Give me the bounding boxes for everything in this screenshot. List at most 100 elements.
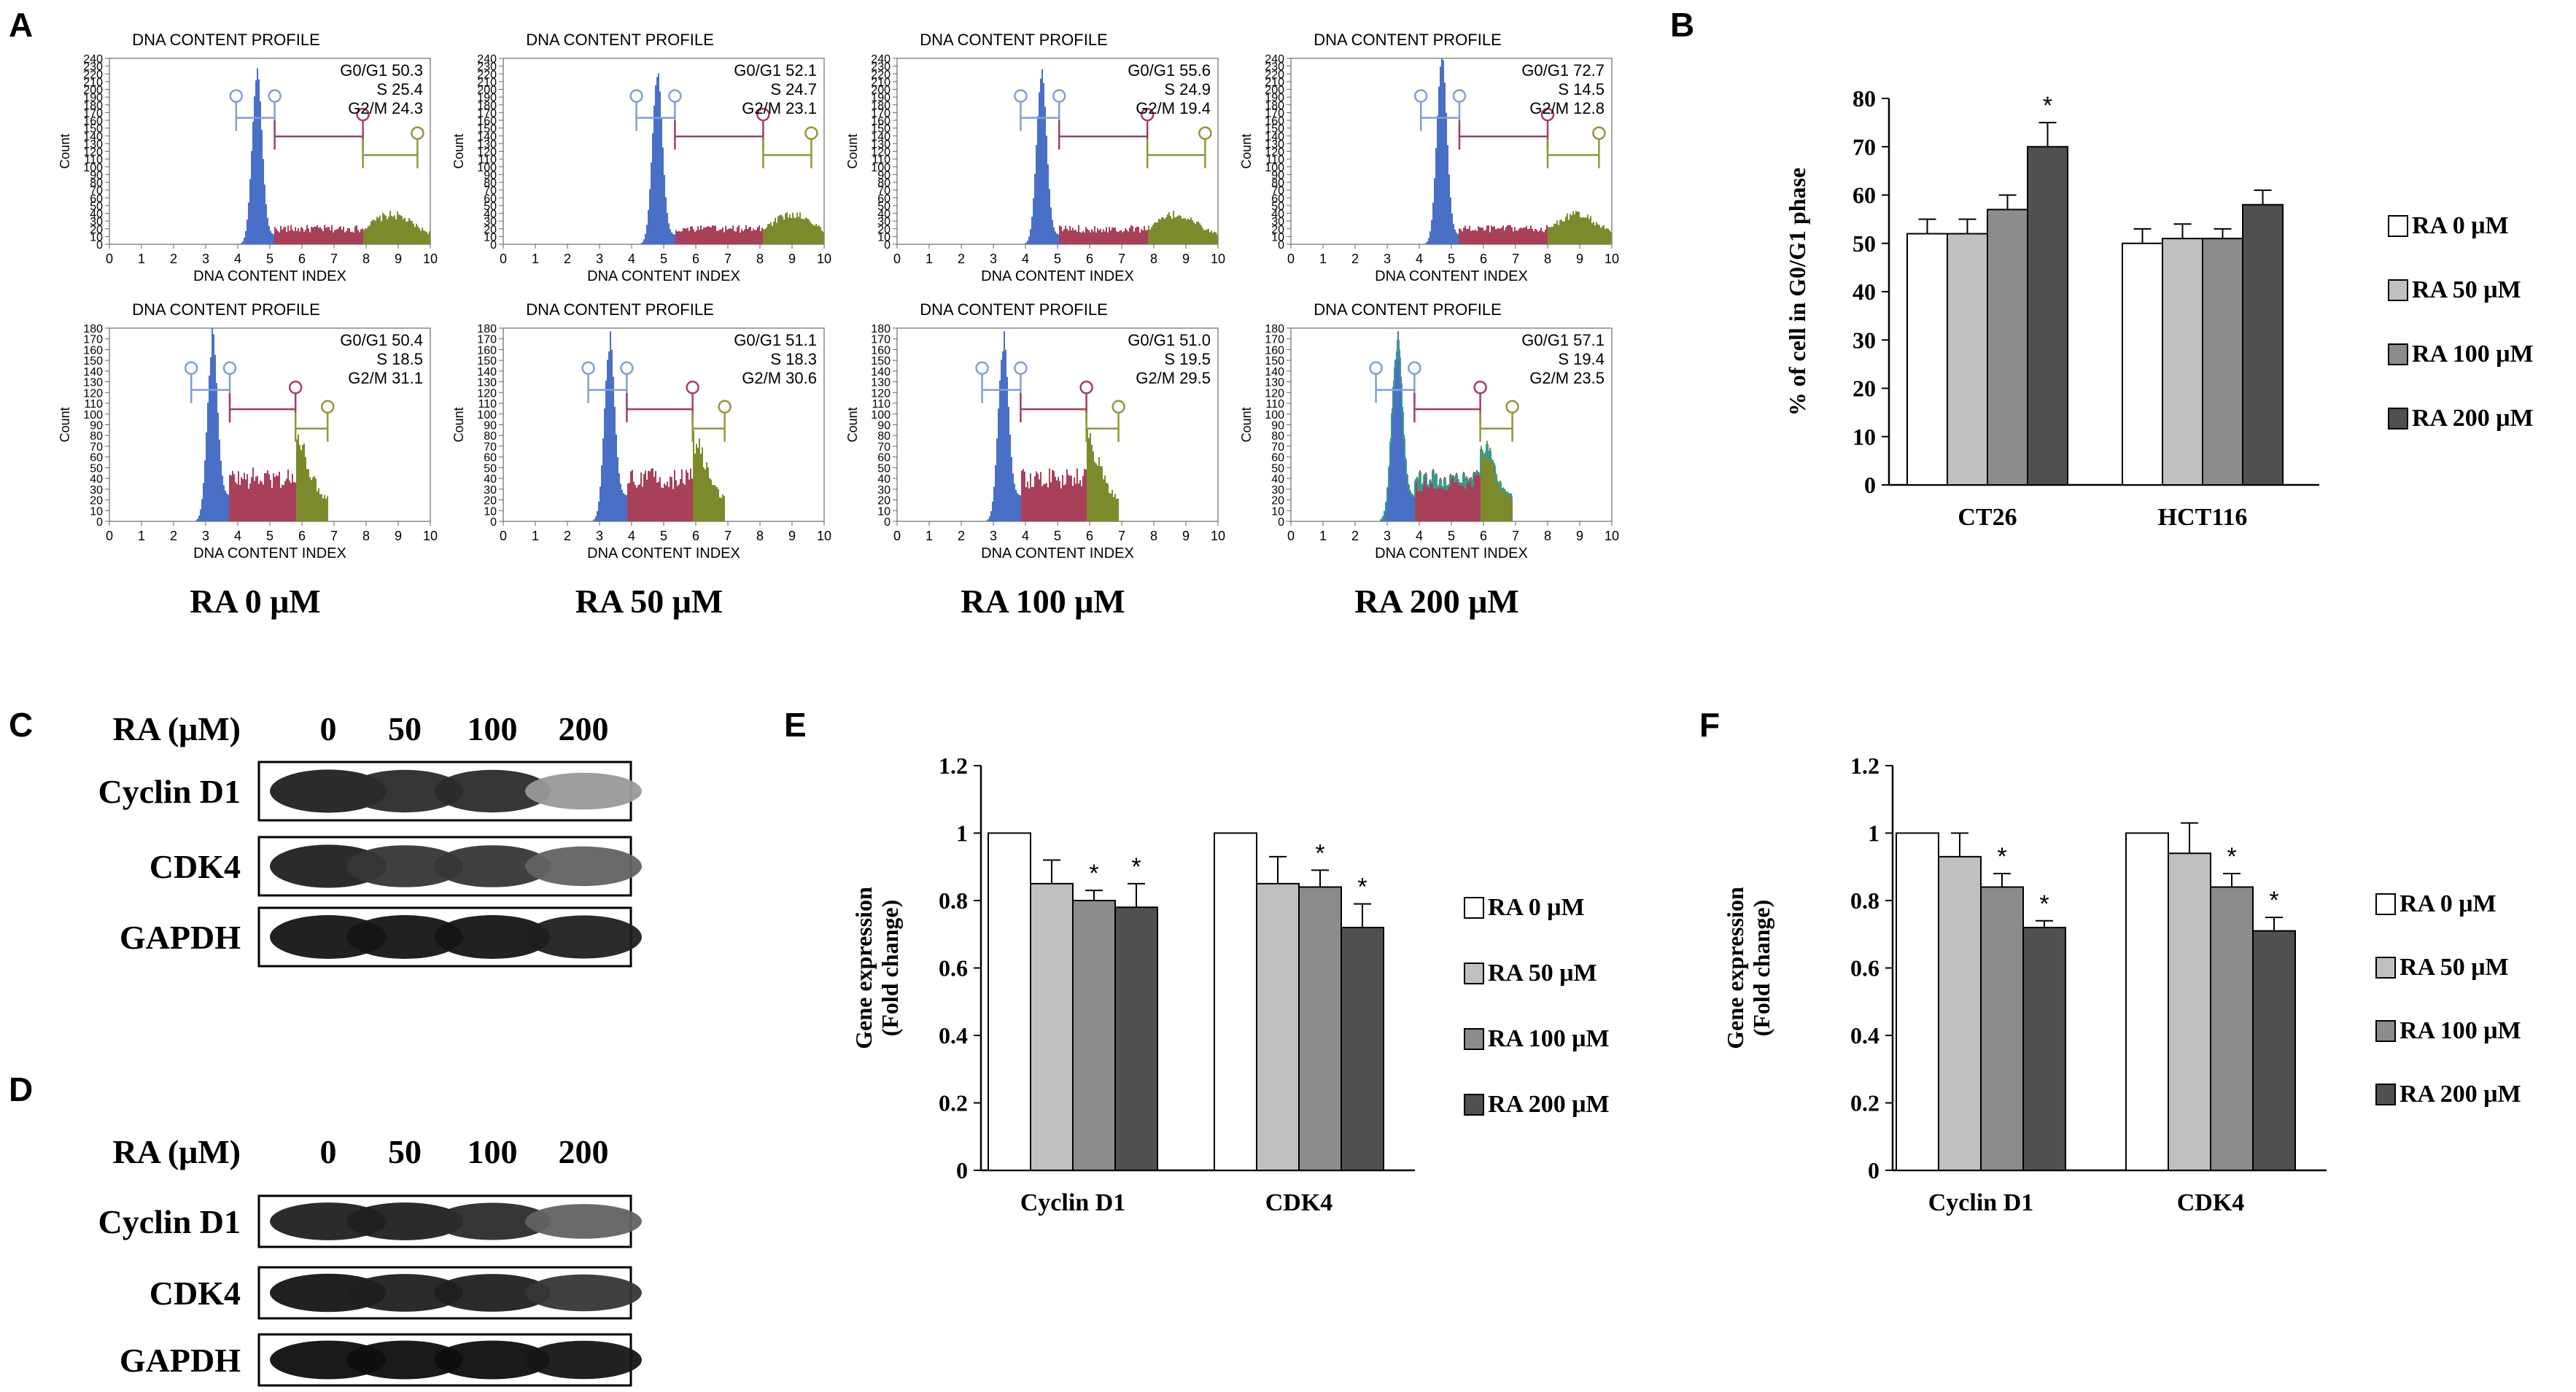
x-tick-label: 8 [1150,252,1157,266]
x-tick-label: 6 [298,252,306,266]
x-tick-label: 7 [1118,529,1125,543]
significance-star: * [1089,860,1098,887]
y-tick-label: 160 [83,115,103,128]
y-tick-label: 0 [956,1157,968,1183]
y-tick-label: 130 [1265,377,1284,389]
y-tick-label: 60 [1271,452,1284,464]
x-tick-label: 10 [1605,252,1619,266]
y-tick-label: 130 [871,139,891,151]
g2m-gate [762,126,818,168]
y-tick-label: 120 [477,147,497,159]
panel-letter-f: F [1699,706,1720,744]
y-tick-label: 40 [877,473,891,486]
y-tick-label: 230 [83,61,103,74]
y-tick-label: 140 [1265,366,1284,378]
protein-band [346,1340,463,1380]
bar [1030,882,1074,1171]
y-tick-label: 20 [484,224,497,236]
protein-band [525,846,642,887]
g2m-percent: G2/M 12.8 [1529,99,1605,117]
y-tick-label: 150 [477,355,497,368]
s-gate [1413,381,1487,423]
x-tick-label: 8 [362,529,370,543]
histogram-g1-region [592,331,627,521]
y-tick-label: 120 [477,387,497,400]
histogram-title: DNA CONTENT PROFILE [526,300,714,319]
y-tick-label: 60 [90,193,103,205]
legend-item: RA 200 μM [1464,1091,1610,1118]
protein-label: CDK4 [150,1275,241,1312]
g0g1-gate [1413,89,1467,131]
protein-band [434,915,551,959]
y-tick-label: 130 [871,377,891,389]
y-tick-label: 0.8 [939,887,968,914]
x-tick-label: 1 [1319,252,1327,266]
histogram-g1-region [1024,69,1059,244]
legend-item: RA 0 μM [1464,894,1585,921]
y-tick-label: 20 [90,224,103,236]
x-tick-label: 4 [1416,529,1423,543]
y-tick-label: 1 [956,820,968,847]
x-tick-label: 0 [500,529,507,543]
x-tick-label: 3 [990,529,997,543]
protein-band [525,1204,642,1239]
protein-band [525,1274,642,1312]
histogram-title: DNA CONTENT PROFILE [132,31,320,49]
y-tick-label: 60 [1853,182,1876,209]
x-tick-label: 0 [106,529,113,543]
x-axis-label: DNA CONTENT INDEX [981,545,1134,561]
y-tick-label: 110 [1265,154,1284,166]
y-tick-label: 110 [1265,398,1284,411]
x-tick-label: 4 [1022,529,1029,543]
y-tick-label: 80 [1271,177,1284,190]
legend-item: RA 50 μM [1464,960,1597,987]
y-tick-label: 60 [1271,193,1284,205]
y-tick-label: 190 [477,92,497,104]
x-tick-label: 2 [1351,252,1359,266]
y-tick-label: 170 [477,334,497,346]
y-tick-label: 50 [90,201,103,213]
y-tick-label: 140 [477,131,497,143]
protein-band [346,1274,463,1312]
y-tick-label: 90 [1271,169,1284,182]
y-tick-label: 0 [1864,472,1876,498]
y-axis-label: Count [58,407,72,442]
y-tick-label: 100 [83,409,103,421]
protein-band [434,1274,551,1312]
y-tick-label: 180 [477,100,497,112]
protein-band [346,769,463,813]
category-label: Cyclin D1 [1928,1189,2034,1216]
protein-band [525,772,642,810]
s-gate [626,381,699,423]
x-tick-label: 4 [1416,252,1423,266]
y-tick-label: 150 [83,123,103,136]
dose-label: 200 [559,710,609,747]
protein-label: Cyclin D1 [98,773,241,810]
y-tick-label: 140 [477,366,497,378]
x-tick-label: 7 [724,529,732,543]
histogram-s-region [1021,468,1087,521]
g2m-percent: G2/M 30.6 [742,369,817,387]
x-axis-label: DNA CONTENT INDEX [587,545,740,561]
g0g1-percent: G0/G1 51.1 [734,331,817,349]
y-tick-label: 130 [1265,139,1284,151]
dose-label: 100 [468,710,518,747]
legend-label: RA 0 μM [2412,212,2509,239]
y-tick-label: 0 [96,239,103,252]
y-tick-label: 60 [877,452,891,464]
y-tick-label: 230 [1265,61,1284,74]
legend-item: RA 50 μM [2375,954,2509,981]
category-label: CT26 [1958,504,2017,531]
y-tick-label: 160 [477,115,497,128]
y-tick-label: 0.8 [1850,887,1879,914]
x-tick-label: 5 [1054,529,1061,543]
category-label: HCT116 [2158,504,2248,531]
y-tick-label: 80 [1853,85,1876,112]
protein-band [346,1202,463,1240]
bar [1947,233,1988,486]
bar [1987,209,2028,486]
histogram-g2-region [1148,211,1218,244]
x-tick-label: 8 [1544,529,1551,543]
bar [1896,832,1939,1171]
